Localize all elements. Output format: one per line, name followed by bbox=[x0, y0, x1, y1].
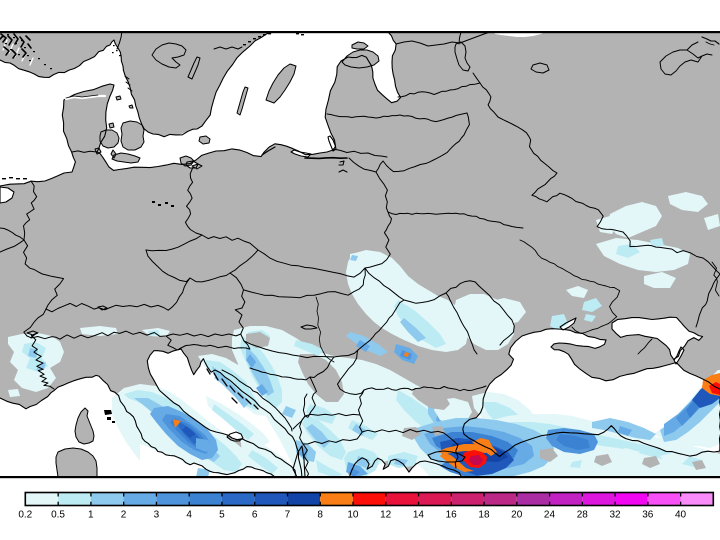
svg-text:40: 40 bbox=[675, 510, 687, 521]
svg-text:8: 8 bbox=[317, 510, 323, 521]
svg-text:1: 1 bbox=[88, 510, 94, 521]
svg-text:28: 28 bbox=[577, 510, 589, 521]
svg-text:4: 4 bbox=[186, 510, 192, 521]
svg-text:0.5: 0.5 bbox=[51, 510, 65, 521]
svg-text:7: 7 bbox=[285, 510, 291, 521]
svg-text:6: 6 bbox=[252, 510, 258, 521]
svg-text:20: 20 bbox=[511, 510, 523, 521]
svg-text:5: 5 bbox=[219, 510, 225, 521]
svg-text:18: 18 bbox=[478, 510, 490, 521]
svg-text:10: 10 bbox=[347, 510, 359, 521]
svg-text:12: 12 bbox=[380, 510, 392, 521]
svg-text:3: 3 bbox=[154, 510, 160, 521]
svg-text:32: 32 bbox=[609, 510, 621, 521]
svg-text:24: 24 bbox=[544, 510, 556, 521]
svg-text:16: 16 bbox=[446, 510, 458, 521]
svg-text:14: 14 bbox=[413, 510, 425, 521]
svg-text:0.2: 0.2 bbox=[18, 510, 32, 521]
svg-text:36: 36 bbox=[642, 510, 654, 521]
svg-text:2: 2 bbox=[121, 510, 127, 521]
